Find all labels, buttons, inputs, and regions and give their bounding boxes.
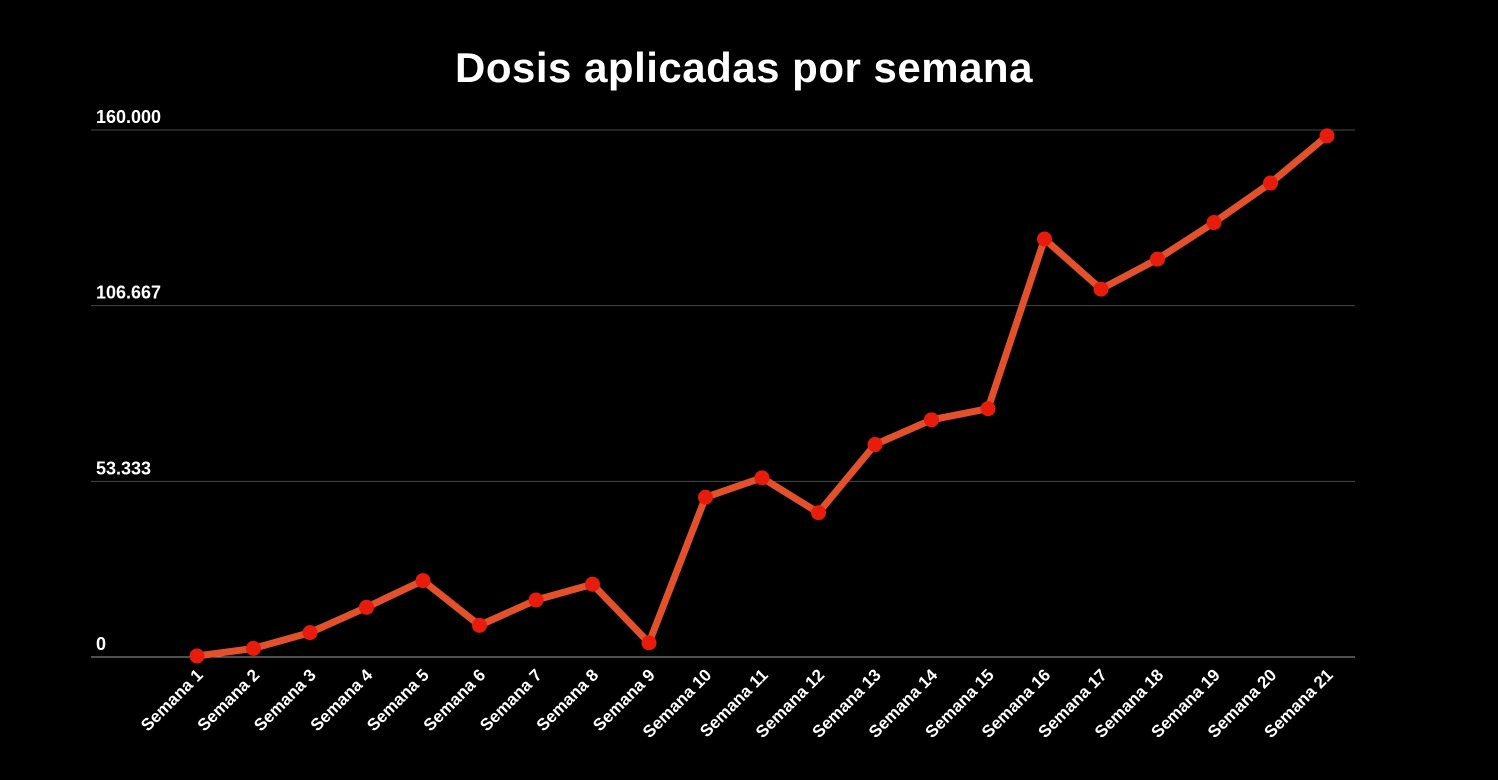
data-point [1206, 215, 1222, 231]
data-point [641, 635, 657, 651]
data-point [811, 505, 826, 521]
y-axis-tick-label: 53.333 [96, 458, 151, 478]
y-axis-tick-label: 106.667 [96, 283, 161, 303]
data-point [754, 470, 770, 486]
data-point [359, 599, 374, 615]
data-point [1263, 175, 1278, 191]
data-line [193, 132, 1331, 660]
data-point [528, 592, 544, 608]
y-axis-tick-label: 0 [96, 634, 106, 654]
data-point [867, 437, 883, 453]
y-axis-tick-label: 160.000 [96, 107, 161, 127]
data-point [585, 576, 600, 592]
data-point [302, 625, 318, 641]
data-point [1150, 251, 1165, 267]
data-point [246, 640, 261, 656]
data-point [924, 412, 939, 428]
data-point [980, 401, 996, 417]
data-point [415, 573, 431, 589]
data-point [189, 648, 205, 664]
data-point [1319, 128, 1335, 144]
data-point [1037, 231, 1052, 247]
data-point [698, 489, 713, 505]
data-point [1093, 281, 1109, 297]
chart-title: Dosis aplicadas por semana [455, 44, 1033, 91]
data-point [472, 617, 487, 633]
